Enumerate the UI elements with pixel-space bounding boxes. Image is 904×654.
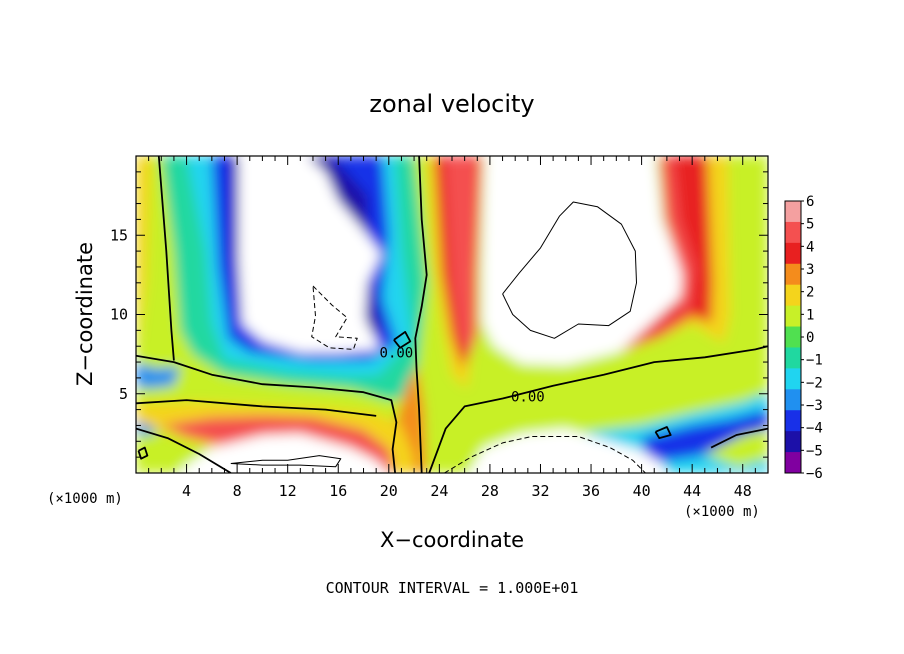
x-unit-right: (×1000 m) [684,504,760,520]
colorbar-label: 6 [806,194,814,210]
velocity-region-12 [482,156,684,366]
x-axis: 4 8 12 16 20 24 28 32 36 40 44 48 [148,156,756,500]
colorbar-label: 4 [806,239,814,255]
contour-interval-note: CONTOUR INTERVAL = 1.000E+01 [326,579,579,597]
colorbar-swatch [785,326,801,348]
contour-layer [136,156,768,473]
velocity-region-1 [136,156,152,363]
colorbar-swatch [785,347,801,369]
x-tick-label: 40 [633,482,651,500]
colorbar-swatch [785,201,801,223]
contour-line-2 [414,156,428,473]
velocity-region-11 [444,156,483,356]
colorbar-label: 3 [806,262,814,278]
contour-label-1: 0.00 [511,390,545,406]
y-tick-label: 15 [110,226,128,244]
colorbar-swatch [785,263,801,286]
colorbar-swatch [785,242,801,265]
x-tick-label: 44 [683,482,701,500]
y-axis-label: Z−coordinate [73,242,97,386]
colorbar-swatch [785,410,801,432]
colorbar: 6 5 4 3 2 1 0 −1 −2 −3 −4 −5 −6 [784,194,823,482]
x-tick-label: 32 [531,482,549,500]
colorbar-swatch [785,368,801,390]
colorbar-swatch [785,305,801,328]
contour-line-8 [710,427,768,449]
colorbar-swatch [785,431,801,453]
x-unit-left: (×1000 m) [47,491,123,507]
x-tick-label: 4 [182,482,191,500]
colorbar-label: 1 [806,307,814,323]
velocity-region-19 [704,428,768,467]
colorbar-label: −4 [806,421,823,437]
colorbar-label: 0 [806,330,814,346]
colorbar-swatch [785,221,801,244]
colorbar-swatch [785,452,801,474]
velocity-region-16 [439,349,768,473]
velocity-field [136,156,768,473]
x-tick-label: 16 [329,482,347,500]
colorbar-label: −3 [806,398,823,414]
contour-line-0 [157,156,175,361]
contour-line-5 [136,427,232,473]
velocity-region-6 [136,362,181,389]
colorbar-swatch [785,284,801,307]
velocity-region-8 [238,156,382,353]
velocity-region-15 [635,156,695,343]
contour-labels: 0.00 0.00 [380,345,545,405]
x-tick-label: 36 [582,482,600,500]
contour-label-0: 0.00 [380,345,414,361]
colorbar-label: 5 [806,217,814,233]
contour-line-12 [444,436,646,473]
contour-line-7 [654,426,672,440]
contour-line-13 [230,455,342,468]
colorbar-swatch [785,389,801,411]
y-axis: 5 10 15 [110,171,768,458]
chart-title: zonal velocity [369,90,534,118]
x-tick-label: 12 [279,482,297,500]
velocity-region-18 [641,409,768,464]
colorbar-label: −6 [806,466,823,482]
contour-line-9 [137,446,149,460]
x-axis-label: X−coordinate [380,528,524,552]
contour-line-4 [136,399,377,417]
x-tick-label: 20 [380,482,398,500]
colorbar-label: −1 [806,353,823,369]
x-tick-label: 28 [481,482,499,500]
y-tick-label: 10 [110,306,128,324]
contour-line-10 [502,201,637,339]
contour-line-6 [393,330,412,349]
contour-line-11 [311,285,358,350]
contour-line-1 [136,354,398,473]
colorbar-label: −2 [806,375,823,391]
contour-line-3 [428,345,768,473]
colorbar-label: 2 [806,285,814,301]
y-tick-label: 5 [119,385,128,403]
colorbar-label: −5 [806,443,823,459]
x-tick-label: 48 [734,482,752,500]
x-tick-label: 24 [430,482,448,500]
x-tick-label: 8 [233,482,242,500]
